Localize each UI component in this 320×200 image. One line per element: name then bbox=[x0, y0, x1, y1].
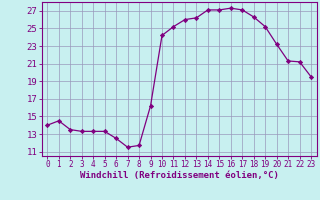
X-axis label: Windchill (Refroidissement éolien,°C): Windchill (Refroidissement éolien,°C) bbox=[80, 171, 279, 180]
